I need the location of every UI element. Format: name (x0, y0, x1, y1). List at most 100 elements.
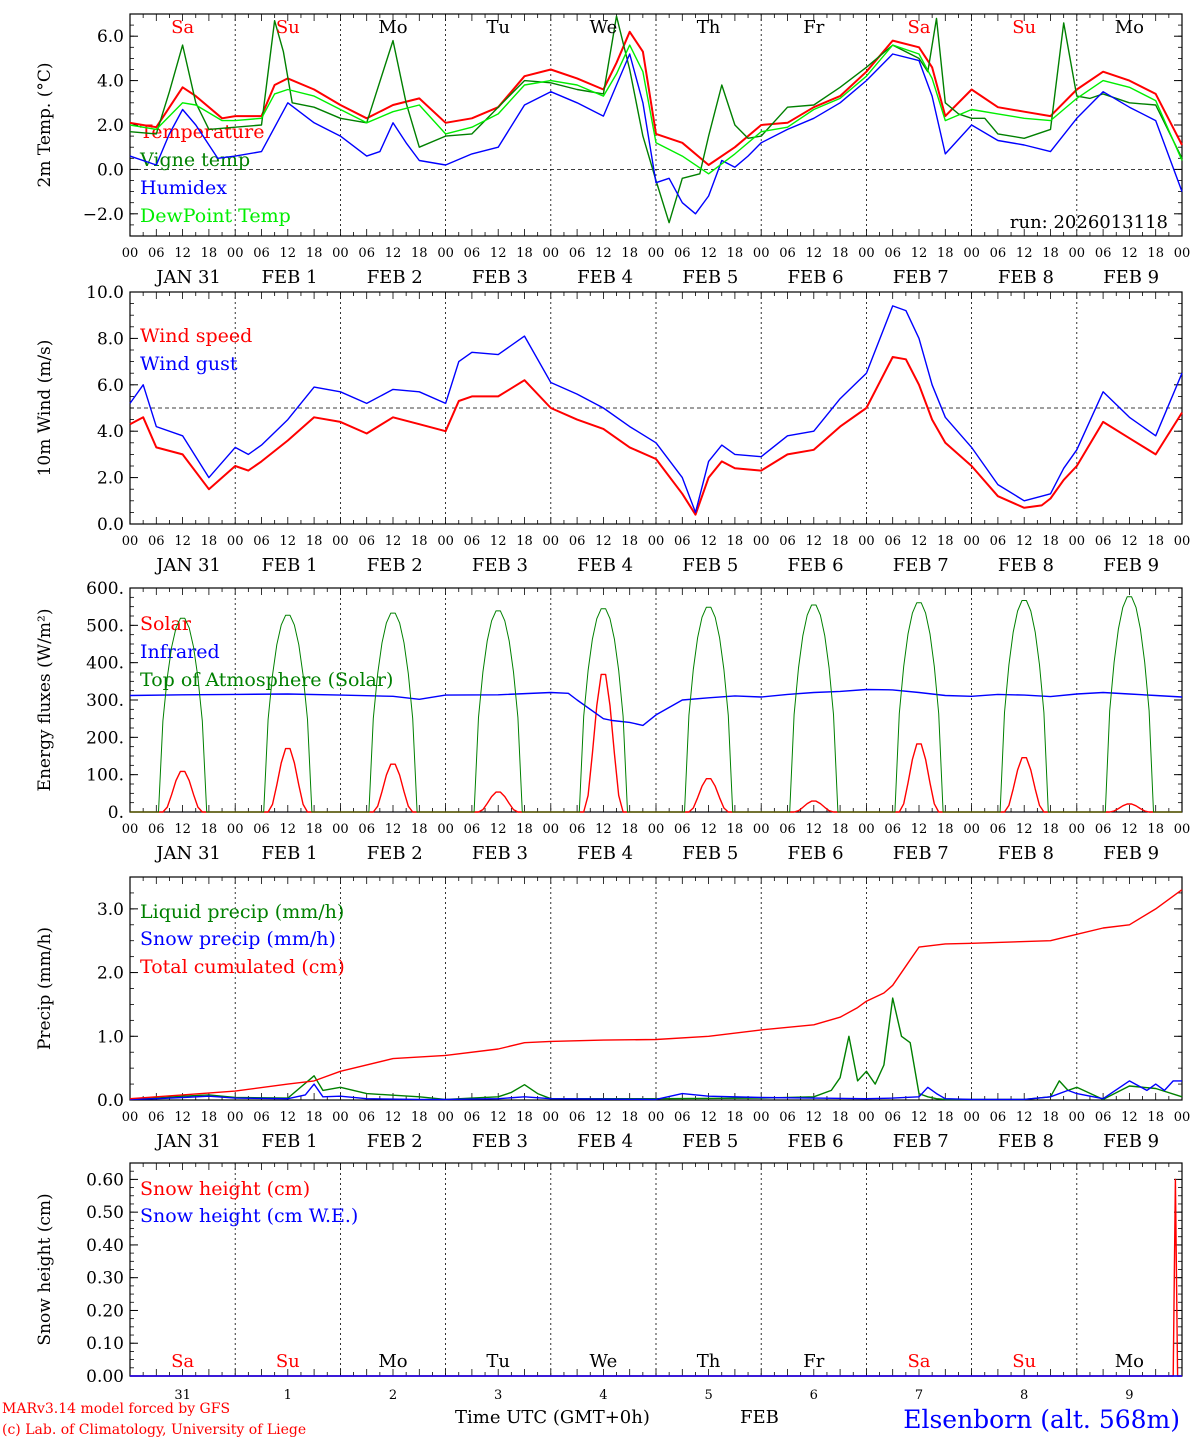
legend-entry: Snow precip (mm/h) (140, 928, 336, 950)
x-tick-label: 12 (1016, 246, 1033, 261)
credit-lab: (c) Lab. of Climatology, University of L… (2, 1422, 306, 1438)
y-tick-label: 100. (86, 766, 124, 786)
date-label: FEB 5 (682, 843, 738, 864)
y-tick-label: 6.0 (97, 27, 124, 47)
day-of-week-label: Mo (378, 17, 407, 38)
x-tick-label: 06 (1095, 822, 1112, 837)
date-label: FEB 6 (788, 1131, 844, 1152)
run-label: run: 2026013118 (1010, 212, 1168, 233)
x-tick-label: 18 (621, 1110, 638, 1125)
x-tick-label: 12 (806, 246, 823, 261)
y-tick-label: 0.10 (86, 1334, 124, 1354)
legend-entry: Top of Atmosphere (Solar) (140, 669, 393, 691)
x-tick-label: 12 (595, 534, 612, 549)
x-tick-label: 12 (911, 1110, 928, 1125)
date-label: FEB 1 (262, 1131, 318, 1152)
day-of-week-label: Mo (1115, 17, 1144, 38)
date-label: FEB 9 (1103, 555, 1159, 576)
x-tick-label: 18 (201, 246, 218, 261)
day-of-week-label: Su (276, 1351, 300, 1372)
x-tick-label: 12 (1016, 822, 1033, 837)
x-tick-label: 00 (753, 1110, 770, 1125)
x-tick-label: 00 (963, 246, 980, 261)
x-tick-label: 06 (779, 822, 796, 837)
x-tick-label: 00 (963, 1110, 980, 1125)
x-tick-label: 00 (1174, 1110, 1191, 1125)
panel-5: 0.00 0.10 0.20 0.30 0.40 0.50 0.60 Snow height … (35, 1162, 1183, 1403)
y-tick-label: 600. (86, 579, 124, 599)
date-label: JAN 31 (154, 555, 221, 576)
x-tick-label: 12 (1121, 822, 1138, 837)
series-line-snow-precip-mm-h- (129, 1080, 1182, 1101)
x-tick-label: 00 (648, 534, 665, 549)
y-tick-label: 0. (108, 803, 124, 823)
x-tick-label: 06 (779, 534, 796, 549)
legend-entry: Temperature (140, 121, 264, 143)
x-tick-label: 00 (1069, 822, 1086, 837)
y-axis-label: Snow height (cm) (35, 1193, 55, 1345)
x-tick-label: 06 (674, 822, 691, 837)
day-of-week-label: Sa (907, 1351, 930, 1372)
date-label: FEB 6 (788, 843, 844, 864)
y-tick-label: 2.0 (97, 116, 124, 136)
x-tick-label: 12 (595, 246, 612, 261)
date-label: JAN 31 (154, 1131, 221, 1152)
x-tick-label: 12 (174, 1110, 191, 1125)
x-tick-label: 00 (122, 534, 139, 549)
x-tick-label: 06 (674, 534, 691, 549)
series-line-temperature (129, 30, 1183, 166)
x-tick-label: 06 (1095, 534, 1112, 549)
x-tick-label: 00 (332, 534, 349, 549)
x-tick-label: 18 (832, 822, 849, 837)
legend-entry: Humidex (140, 177, 227, 199)
x-tick-label: 12 (1121, 1110, 1138, 1125)
date-label: FEB 4 (577, 843, 633, 864)
x-tick-label: 18 (832, 534, 849, 549)
date-label: FEB 1 (262, 843, 318, 864)
x-tick-label: 18 (1147, 822, 1164, 837)
x-tick-label: 12 (385, 1110, 402, 1125)
x-tick-label: 06 (148, 246, 165, 261)
x-tick-label: 06 (990, 246, 1007, 261)
day-of-week-label: Th (697, 17, 721, 38)
date-label: FEB 5 (682, 1131, 738, 1152)
x-tick-label: 12 (595, 822, 612, 837)
day-number-label: 5 (704, 1388, 712, 1403)
x-tick-label: 06 (1095, 1110, 1112, 1125)
x-tick-label: 00 (332, 822, 349, 837)
x-tick-label: 00 (437, 822, 454, 837)
day-number-label: 6 (810, 1388, 818, 1403)
day-of-week-label: Su (1012, 17, 1036, 38)
x-tick-label: 06 (990, 822, 1007, 837)
legend-entry: Solar (140, 613, 192, 635)
x-tick-label: 06 (779, 1110, 796, 1125)
date-label: FEB 7 (893, 267, 949, 288)
x-tick-label: 00 (227, 822, 244, 837)
x-tick-label: 18 (306, 246, 323, 261)
x-tick-label: 12 (911, 822, 928, 837)
x-tick-label: 00 (332, 246, 349, 261)
x-tick-label: 18 (937, 1110, 954, 1125)
x-tick-label: 12 (174, 822, 191, 837)
series-line-vigne-temp (129, 15, 1183, 224)
x-tick-label: 06 (884, 246, 901, 261)
x-tick-label: 00 (122, 246, 139, 261)
x-tick-label: 06 (569, 246, 586, 261)
x-tick-label: 18 (1147, 534, 1164, 549)
month-label: FEB (740, 1407, 779, 1428)
x-tick-label: 00 (543, 822, 560, 837)
x-tick-label: 18 (411, 1110, 428, 1125)
date-label: FEB 2 (367, 555, 423, 576)
date-label: FEB 3 (472, 843, 528, 864)
day-number-label: 1 (284, 1388, 292, 1403)
panel-1: −2.0 0.0 2.0 4.0 6.0 2m Temp. (°C) Temperature… (35, 13, 1190, 288)
date-label: FEB 8 (998, 555, 1054, 576)
x-tick-label: 00 (648, 246, 665, 261)
y-tick-label: 0.40 (86, 1236, 124, 1256)
x-tick-label: 18 (727, 246, 744, 261)
x-tick-label: 12 (700, 246, 717, 261)
date-label: FEB 5 (682, 555, 738, 576)
date-label: FEB 8 (998, 1131, 1054, 1152)
